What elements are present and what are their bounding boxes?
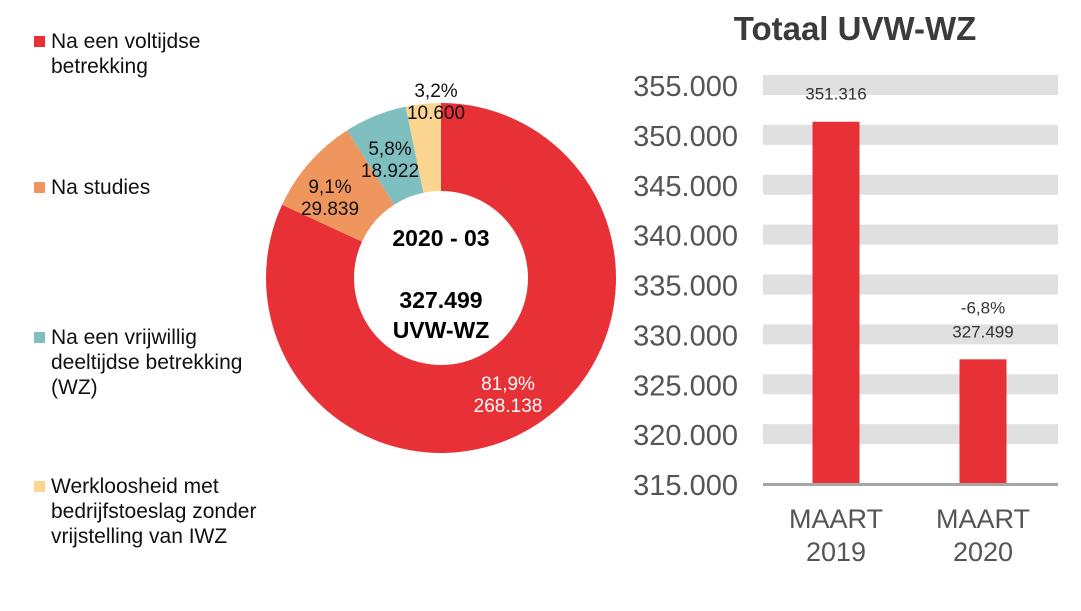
bar-data-label: -6,8% 327.499 bbox=[952, 298, 1013, 341]
donut-center-total: 327.499 UVW-WZ bbox=[393, 287, 490, 343]
bar bbox=[959, 359, 1007, 484]
legend-label: Na studies bbox=[51, 176, 151, 199]
y-tick-label: 325.000 bbox=[633, 370, 738, 402]
gridline-band bbox=[763, 174, 1058, 195]
bar-data-label: 351.316 bbox=[805, 85, 866, 104]
y-tick-label: 355.000 bbox=[633, 71, 738, 103]
donut-data-label: 5,8% 18.922 bbox=[361, 139, 419, 182]
legend-label: Na een voltijdse betrekking bbox=[51, 30, 201, 78]
donut-data-label: 81,9% 268.138 bbox=[474, 374, 543, 417]
gridline-band bbox=[763, 324, 1058, 345]
donut-slice bbox=[405, 103, 441, 193]
x-axis-line bbox=[763, 483, 1058, 486]
y-tick-label: 350.000 bbox=[633, 121, 738, 153]
gridline-band bbox=[763, 75, 1058, 95]
y-tick-label: 345.000 bbox=[633, 171, 738, 203]
legend-item: Na studies bbox=[34, 175, 271, 200]
donut-center-period: 2020 - 03 bbox=[392, 225, 489, 251]
bar-chart-title: Totaal UVW-WZ bbox=[733, 10, 977, 47]
legend-item: Na een voltijdse betrekking bbox=[34, 29, 251, 79]
gridline-band bbox=[763, 124, 1058, 145]
donut-slice bbox=[347, 106, 424, 205]
gridline-band bbox=[763, 224, 1058, 245]
legend-label: Na een vrijwillig deeltijdse betrekking … bbox=[51, 326, 243, 399]
gridline-band bbox=[763, 274, 1058, 295]
x-tick-label: MAART 2020 bbox=[936, 504, 1030, 567]
gridline-band bbox=[763, 424, 1058, 445]
y-tick-label: 335.000 bbox=[633, 271, 738, 303]
y-tick-label: 340.000 bbox=[633, 221, 738, 253]
legend-item: Werkloosheid met bedrijfstoeslag zonder … bbox=[34, 474, 271, 549]
legend-label: Werkloosheid met bedrijfstoeslag zonder … bbox=[51, 475, 257, 548]
legend-item: Na een vrijwillig deeltijdse betrekking … bbox=[34, 325, 271, 400]
donut-slice bbox=[266, 103, 617, 453]
y-tick-label: 315.000 bbox=[633, 470, 738, 502]
legend-swatch bbox=[34, 182, 45, 193]
legend-swatch bbox=[34, 36, 45, 47]
legend-swatch bbox=[34, 481, 45, 492]
donut-data-label: 3,2% 10.600 bbox=[407, 81, 465, 124]
x-tick-label: MAART 2019 bbox=[789, 504, 883, 567]
donut-data-label: 9,1% 29.839 bbox=[301, 177, 359, 220]
bar bbox=[812, 121, 860, 485]
y-tick-label: 330.000 bbox=[633, 320, 738, 352]
legend-swatch bbox=[34, 332, 45, 343]
gridline-band bbox=[763, 374, 1058, 395]
y-tick-label: 320.000 bbox=[633, 420, 738, 452]
donut-slice bbox=[282, 130, 395, 242]
